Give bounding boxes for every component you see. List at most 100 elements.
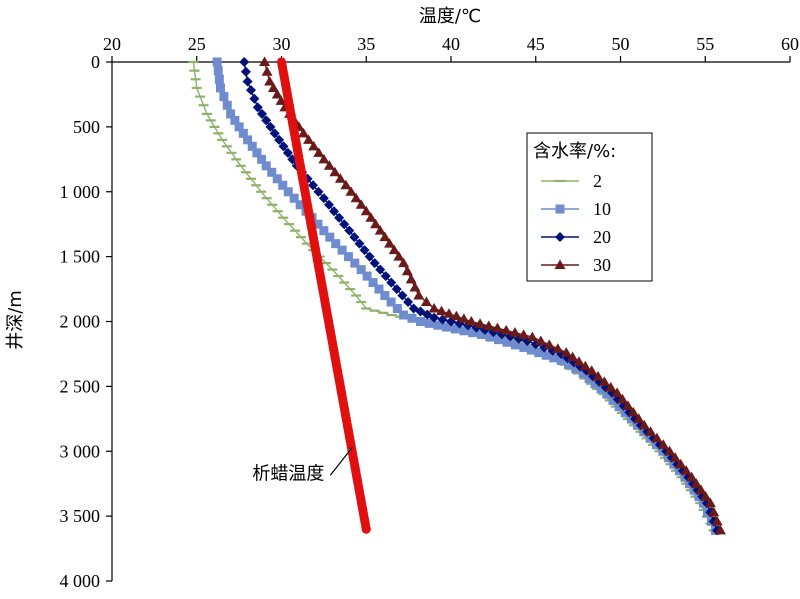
data-point xyxy=(350,258,360,268)
data-point xyxy=(608,395,618,405)
data-point xyxy=(596,384,606,394)
data-point xyxy=(239,57,250,67)
x-tick-label: 50 xyxy=(612,34,630,54)
data-point xyxy=(365,212,377,222)
data-point xyxy=(267,167,277,177)
data-point xyxy=(334,212,345,223)
legend-box xyxy=(526,132,653,282)
data-point xyxy=(212,57,222,67)
data-point xyxy=(436,305,448,316)
data-point xyxy=(303,134,315,144)
data-point xyxy=(450,324,460,334)
data-point xyxy=(407,313,417,323)
data-point xyxy=(477,329,487,339)
data-point xyxy=(579,360,591,371)
data-point xyxy=(510,340,520,350)
data-point xyxy=(274,134,285,145)
data-point xyxy=(526,331,538,342)
data-point xyxy=(491,322,503,333)
data-point xyxy=(541,350,551,360)
data-point xyxy=(433,320,443,330)
data-point xyxy=(651,432,663,443)
y-tick-label: 0 xyxy=(91,52,100,72)
data-point xyxy=(519,342,529,352)
data-point xyxy=(238,128,248,138)
legend-label: 10 xyxy=(593,199,611,219)
data-point xyxy=(278,141,289,152)
data-point xyxy=(403,297,414,308)
data-point xyxy=(331,239,341,249)
data-point xyxy=(283,187,293,197)
data-point xyxy=(359,245,370,256)
data-point xyxy=(374,225,386,235)
data-point xyxy=(700,491,712,501)
data-point xyxy=(242,76,253,87)
data-point xyxy=(345,186,357,196)
data-point xyxy=(602,389,612,399)
data-point xyxy=(261,115,272,126)
data-point xyxy=(502,337,512,347)
series-wax xyxy=(276,57,371,534)
data-point xyxy=(428,303,440,313)
data-point xyxy=(465,316,477,326)
data-point xyxy=(474,318,486,328)
data-point xyxy=(627,406,639,417)
data-point xyxy=(397,290,408,301)
data-point xyxy=(369,258,380,269)
data-point xyxy=(252,102,263,113)
data-point xyxy=(340,179,352,190)
data-point xyxy=(567,351,579,362)
data-point xyxy=(509,327,521,337)
data-point xyxy=(518,329,530,339)
legend-marker xyxy=(554,259,566,269)
data-point xyxy=(424,318,434,328)
y-tick-label: 2 000 xyxy=(60,312,101,332)
data-point xyxy=(611,387,623,397)
data-point xyxy=(289,193,299,203)
legend-entry: 20 xyxy=(541,227,611,247)
data-point xyxy=(675,458,687,469)
legend-label: 30 xyxy=(593,255,611,275)
data-point xyxy=(354,238,365,249)
x-tick-label: 35 xyxy=(357,34,375,54)
data-point xyxy=(386,277,397,288)
data-point xyxy=(399,310,409,320)
data-point xyxy=(708,506,720,517)
data-point xyxy=(622,400,634,410)
x-tick-label: 30 xyxy=(273,34,291,54)
legend-label: 20 xyxy=(593,227,611,247)
data-point xyxy=(275,95,287,105)
axes: 20 25 30 35 40 45 50 55 60 0 500 1 000 1 500 2 000 2 5… xyxy=(5,6,799,591)
series-line xyxy=(263,61,722,531)
data-point xyxy=(584,374,594,384)
data-point xyxy=(318,153,330,164)
legend-entry: 10 xyxy=(541,199,611,219)
data-point xyxy=(325,232,335,242)
data-point xyxy=(319,226,329,236)
x-tick-label: 55 xyxy=(696,34,714,54)
y-tick-label: 3 000 xyxy=(60,441,101,461)
legend-marker xyxy=(555,204,565,214)
legend-entry: 2 xyxy=(541,171,602,191)
data-point xyxy=(638,419,650,430)
data-point xyxy=(344,225,355,236)
data-point xyxy=(257,154,267,164)
data-point xyxy=(261,66,273,76)
data-point xyxy=(485,332,495,342)
data-point xyxy=(334,173,346,183)
legend-marker xyxy=(555,232,565,242)
series-30 xyxy=(259,56,727,535)
x-tick-label: 25 xyxy=(188,34,206,54)
data-point xyxy=(272,174,282,184)
data-point xyxy=(413,290,425,300)
data-point xyxy=(468,328,478,338)
data-point xyxy=(564,360,574,370)
data-point xyxy=(269,128,280,139)
data-point xyxy=(364,251,375,262)
data-point xyxy=(313,147,325,157)
data-point xyxy=(308,180,319,191)
data-point xyxy=(398,257,410,268)
data-point xyxy=(282,147,293,158)
y-tick-label: 4 000 xyxy=(60,571,101,591)
